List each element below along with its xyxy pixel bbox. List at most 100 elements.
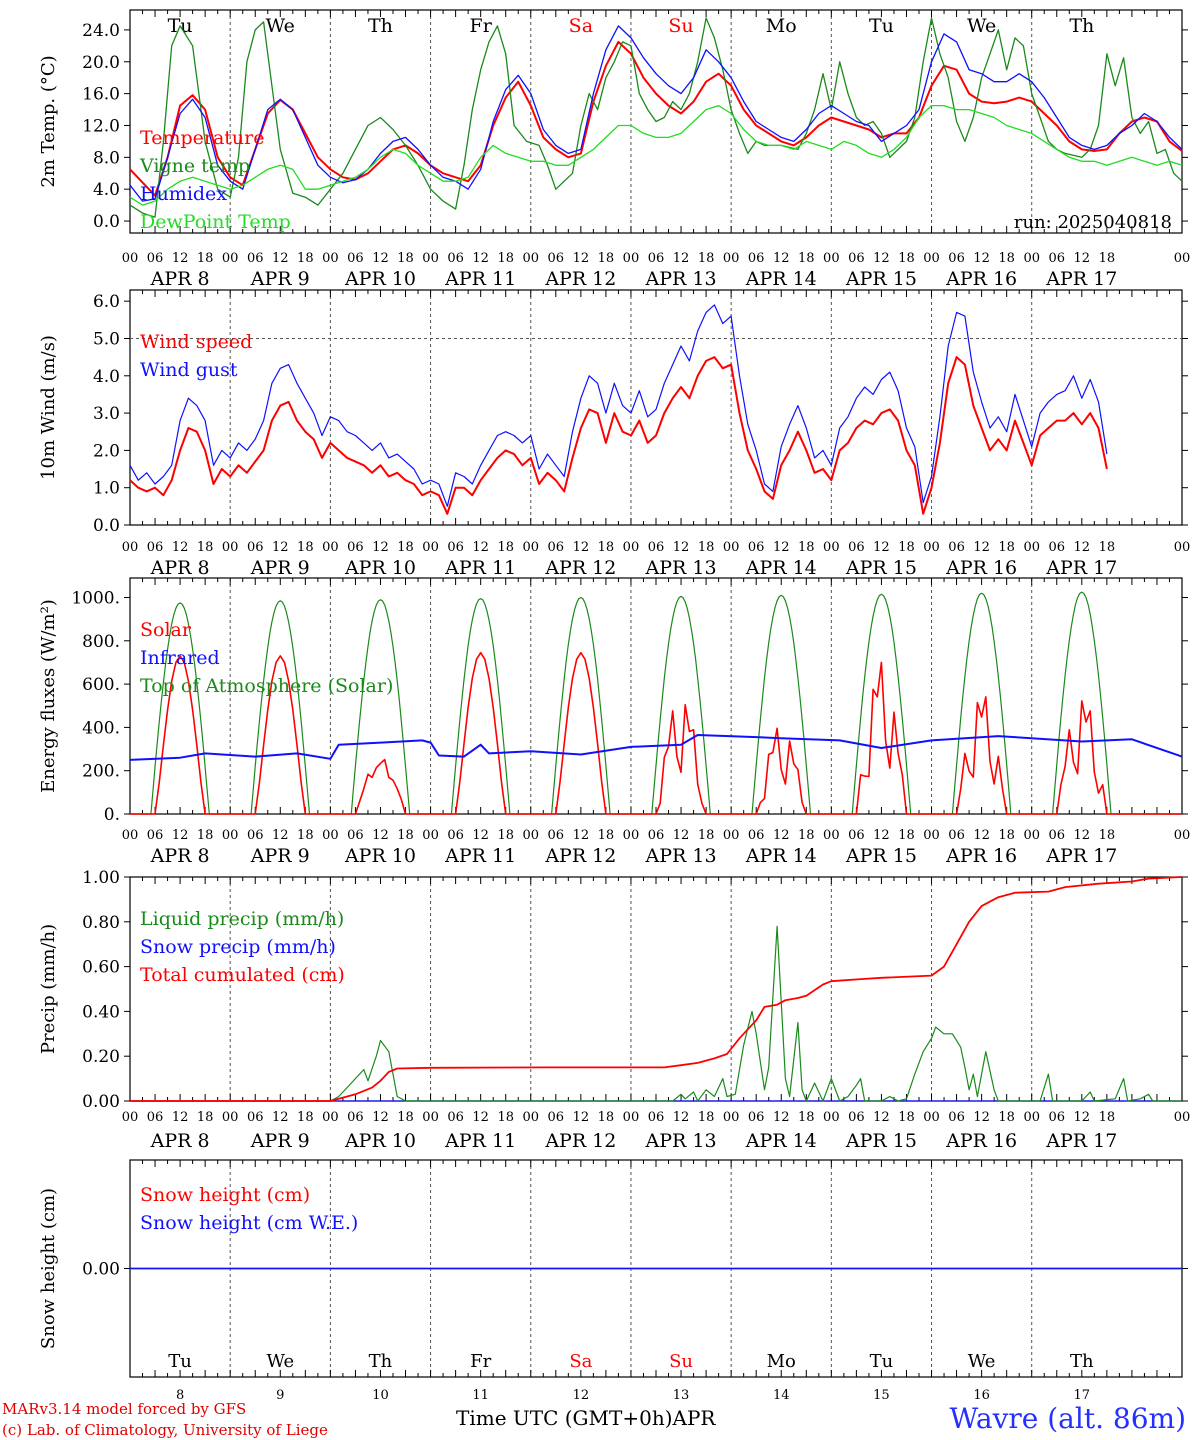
hour-label: 00 — [923, 1110, 940, 1125]
y-tick-label: 0.80 — [82, 913, 120, 933]
series-line — [129, 40, 1183, 197]
series-line — [129, 356, 1108, 515]
hour-label: 00 — [1023, 828, 1040, 843]
weekday-label: Th — [369, 1351, 393, 1372]
hour-label: 18 — [598, 1110, 615, 1125]
hour-label: 00 — [1174, 1110, 1191, 1125]
hour-label: 18 — [998, 251, 1015, 266]
hour-label: 12 — [773, 828, 790, 843]
hour-label: 18 — [698, 1110, 715, 1125]
hour-label: 12 — [873, 1110, 890, 1125]
hour-label: 06 — [147, 828, 164, 843]
hour-label: 12 — [973, 828, 990, 843]
hour-label: 06 — [748, 1110, 765, 1125]
weekday-label: Mo — [767, 1351, 796, 1372]
series-line — [130, 651, 1182, 815]
date-label: APR 17 — [1045, 557, 1117, 579]
y-tick-label: 0.20 — [82, 1047, 120, 1067]
hour-label: 12 — [1074, 251, 1091, 266]
y-tick-label: 5.0 — [93, 329, 120, 349]
hour-label: 06 — [347, 828, 364, 843]
hour-label: 00 — [823, 251, 840, 266]
hour-label: 00 — [1023, 540, 1040, 555]
date-label: APR 8 — [150, 845, 210, 867]
hour-label: 12 — [472, 828, 489, 843]
hour-label: 12 — [573, 540, 590, 555]
hour-label: 06 — [648, 251, 665, 266]
day-number: 12 — [573, 1388, 590, 1403]
hour-label: 06 — [447, 251, 464, 266]
hour-label: 00 — [923, 540, 940, 555]
hour-label: 06 — [848, 828, 865, 843]
series-line — [129, 304, 1108, 507]
hour-label: 12 — [172, 251, 189, 266]
hour-label: 18 — [798, 540, 815, 555]
hour-label: 06 — [548, 251, 565, 266]
hour-label: 00 — [623, 1110, 640, 1125]
hour-label: 18 — [397, 540, 414, 555]
hour-label: 06 — [548, 828, 565, 843]
hour-label: 00 — [222, 540, 239, 555]
weekday-label: Su — [669, 1351, 693, 1372]
hour-label: 18 — [297, 828, 314, 843]
hour-label: 18 — [197, 1110, 214, 1125]
y-tick-label: 4.0 — [93, 367, 120, 387]
legend-entry: Infrared — [140, 647, 220, 669]
hour-label: 12 — [973, 251, 990, 266]
hour-label: 18 — [798, 251, 815, 266]
hour-label: 00 — [322, 1110, 339, 1125]
y-tick-label: 20.0 — [82, 53, 120, 73]
y-tick-label: 0.00 — [82, 1260, 120, 1280]
day-number: 16 — [973, 1388, 990, 1403]
hour-label: 18 — [297, 1110, 314, 1125]
hour-label: 00 — [522, 540, 539, 555]
date-label: APR 15 — [845, 268, 917, 290]
month-label: APR — [672, 1406, 716, 1430]
y-tick-label: 0.00 — [82, 1092, 120, 1112]
hour-label: 12 — [973, 540, 990, 555]
hour-label: 06 — [948, 251, 965, 266]
hour-label: 00 — [522, 1110, 539, 1125]
y-axis-label: Energy fluxes (W/m²) — [38, 599, 59, 793]
hour-label: 12 — [873, 828, 890, 843]
hour-label: 00 — [923, 828, 940, 843]
hour-label: 06 — [648, 828, 665, 843]
y-tick-label: 0. — [104, 805, 120, 825]
hour-label: 00 — [422, 828, 439, 843]
date-label: APR 16 — [945, 557, 1017, 579]
date-label: APR 10 — [344, 1130, 416, 1152]
hour-label: 12 — [1074, 828, 1091, 843]
time-axis-label: Time UTC (GMT+0h) — [456, 1406, 673, 1430]
hour-label: 06 — [347, 251, 364, 266]
hour-label: 12 — [372, 251, 389, 266]
hour-label: 06 — [848, 540, 865, 555]
date-label: APR 12 — [544, 1130, 616, 1152]
hour-label: 00 — [723, 828, 740, 843]
hour-label: 12 — [272, 1110, 289, 1125]
hour-label: 12 — [172, 1110, 189, 1125]
hour-label: 12 — [472, 540, 489, 555]
weekday-label: Tu — [869, 15, 894, 37]
y-tick-label: 0.40 — [82, 1002, 120, 1022]
hour-label: 06 — [648, 1110, 665, 1125]
hour-label: 06 — [848, 251, 865, 266]
y-tick-label: 16.0 — [82, 85, 120, 105]
weekday-label: Th — [368, 15, 393, 37]
legend-entry: DewPoint Temp — [140, 211, 291, 233]
hour-label: 12 — [673, 828, 690, 843]
y-tick-label: 2.0 — [93, 441, 120, 461]
hour-label: 06 — [347, 540, 364, 555]
hour-label: 06 — [1048, 1110, 1065, 1125]
hour-label: 18 — [1099, 828, 1116, 843]
legend-entry: Snow precip (mm/h) — [140, 936, 336, 958]
date-label: APR 13 — [645, 557, 717, 579]
time-axis-title: Time UTC (GMT+0h)APR — [456, 1406, 715, 1430]
date-label: APR 8 — [150, 557, 210, 579]
hour-label: 00 — [1174, 251, 1191, 266]
lab-credit: (c) Lab. of Climatology, University of L… — [2, 1421, 328, 1439]
hour-label: 00 — [322, 540, 339, 555]
date-label: APR 17 — [1045, 845, 1117, 867]
hour-label: 18 — [698, 828, 715, 843]
hour-label: 18 — [598, 540, 615, 555]
y-axis-label: 2m Temp. (°C) — [38, 55, 59, 187]
